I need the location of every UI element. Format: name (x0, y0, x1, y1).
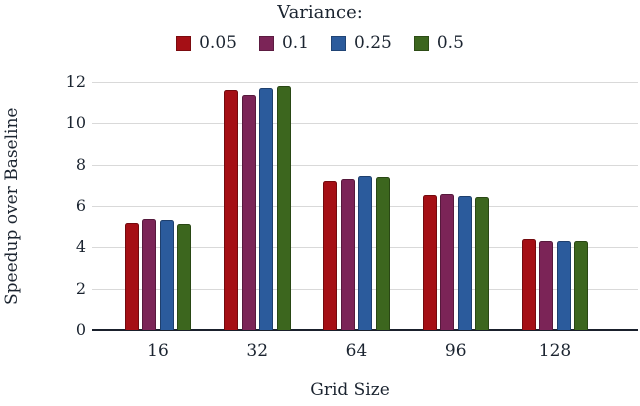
bar-128-variance-0.5 (574, 241, 589, 330)
y-tick-12: 12 (65, 72, 86, 91)
x-tick-32: 32 (246, 341, 269, 361)
x-tick-128: 128 (538, 341, 572, 361)
legend-item-0.05: 0.05 (176, 33, 237, 53)
bar-96-variance-0.25 (457, 195, 472, 330)
bar-32-variance-0.05 (224, 90, 238, 330)
y-tick-8: 8 (75, 154, 86, 174)
legend-label-0.1: 0.1 (281, 33, 309, 53)
y-axis-label: Speedup over Baseline (2, 107, 22, 305)
plot-area: 0 2 4 6 8 10 12 16 32 64 96 128 (66, 74, 638, 361)
x-tick-96: 96 (444, 341, 467, 361)
gridline-y-8 (92, 164, 638, 166)
bar-16-variance-0.1 (142, 219, 157, 330)
bar-128-variance-0.05 (521, 239, 536, 330)
bar-64-variance-0.05 (323, 181, 338, 330)
x-axis-label: Grid Size (310, 380, 390, 400)
legend-swatch-0.05 (176, 35, 192, 51)
x-tick-64: 64 (345, 341, 368, 361)
legend-label-0.25: 0.25 (354, 33, 392, 53)
y-tick-10: 10 (65, 113, 86, 133)
y-tick-2: 2 (75, 278, 86, 298)
y-tick-0: 0 (75, 320, 86, 339)
bar-16-variance-0.5 (177, 223, 192, 330)
bar-32-variance-0.1 (241, 95, 256, 330)
y-tick-4: 4 (75, 237, 86, 257)
legend-item-0.25: 0.25 (331, 33, 392, 53)
legend-item-0.5: 0.5 (413, 33, 464, 53)
bar-96-variance-0.1 (440, 193, 454, 330)
legend: 0.05 0.1 0.25 0.5 (0, 33, 640, 53)
bar-96-variance-0.5 (475, 196, 489, 330)
legend-label-0.05: 0.05 (199, 33, 237, 53)
gridline-y-12 (92, 82, 638, 83)
gridline-y-10 (92, 123, 638, 125)
bar-16-variance-0.05 (124, 222, 139, 330)
bar-128-variance-0.1 (539, 241, 554, 330)
x-tick-16: 16 (147, 341, 169, 361)
bar-16-variance-0.25 (159, 220, 174, 330)
bar-32-variance-0.25 (259, 88, 273, 330)
legend-label-0.5: 0.5 (436, 33, 464, 53)
bar-64-variance-0.1 (340, 179, 355, 330)
legend-title: Variance: (277, 2, 363, 23)
x-axis-line (92, 329, 638, 331)
legend-swatch-0.5 (413, 35, 429, 51)
y-tick-6: 6 (75, 196, 86, 215)
legend-swatch-0.25 (331, 35, 346, 51)
bar-64-variance-0.25 (358, 176, 373, 330)
bar-32-variance-0.5 (276, 86, 291, 330)
bar-128-variance-0.25 (556, 241, 571, 330)
legend-item-0.1: 0.1 (258, 33, 309, 53)
bar-96-variance-0.05 (422, 194, 437, 330)
bar-64-variance-0.5 (375, 177, 390, 330)
legend-swatch-0.1 (258, 35, 274, 51)
